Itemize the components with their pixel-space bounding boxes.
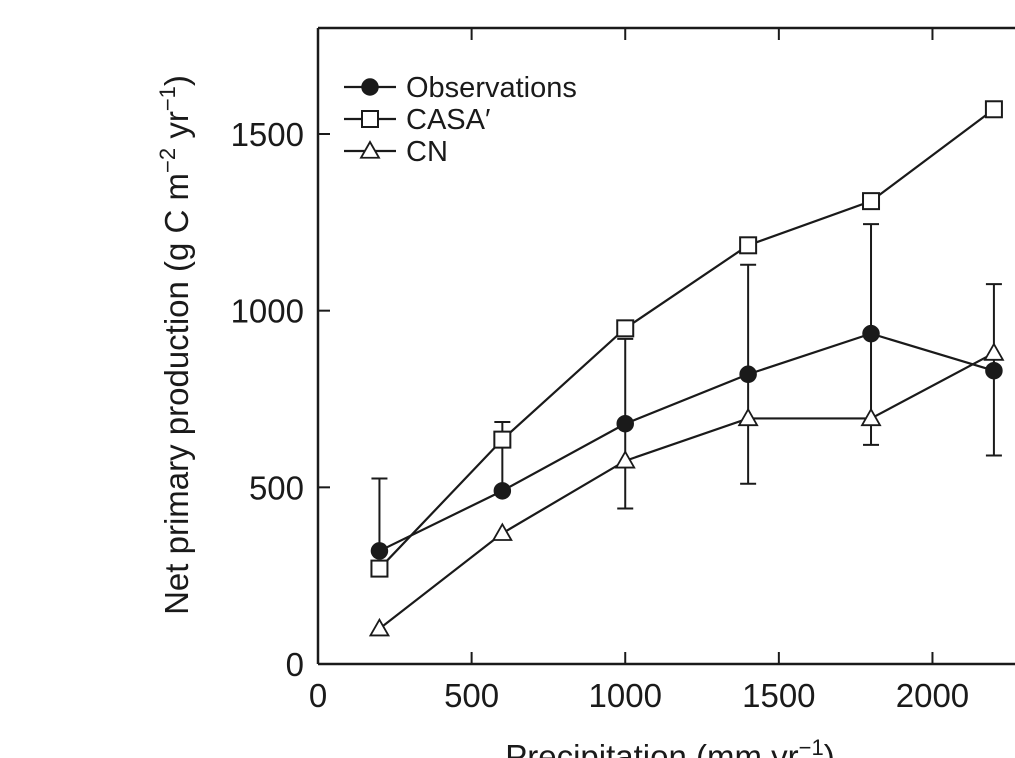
point-casa: [616, 319, 635, 338]
y-axis-label: Net primary production (g C m−2 yr−1): [155, 75, 195, 615]
point-cn: [983, 342, 1005, 361]
x-axis-label-end: ): [824, 738, 835, 758]
series-lines: [378, 108, 995, 630]
point-casa: [862, 192, 881, 211]
y-axis-label-end: ): [158, 75, 195, 86]
error-bars: [371, 223, 1002, 552]
point-cn: [614, 450, 636, 469]
point-cn: [860, 407, 882, 427]
point-observations: [985, 361, 1003, 380]
x-axis-label: Precipitation (mm yr−1): [505, 735, 834, 758]
y-tick-label: 0: [286, 646, 304, 683]
point-observations: [370, 542, 389, 560]
y-tick-label: 500: [249, 469, 304, 506]
series-line-casa: [378, 108, 995, 570]
y-axis-label-sup2: −1: [155, 86, 180, 111]
grid-ticks: [317, 28, 934, 665]
x-tick-label: 500: [444, 677, 499, 714]
x-tick-label: 1000: [589, 677, 662, 714]
x-tick-label: 0: [309, 677, 327, 714]
x-tick-label: 1500: [742, 677, 815, 714]
point-observations: [616, 414, 634, 433]
legend-label-cn: CN: [406, 136, 448, 168]
point-casa: [370, 559, 389, 578]
series-markers: [368, 100, 1005, 637]
point-cn: [737, 407, 759, 427]
y-axis-label-mid: yr: [158, 111, 195, 148]
series-line-observations: [378, 332, 995, 552]
series-line-cn: [378, 352, 995, 630]
legend-marker-cn: [359, 140, 381, 159]
point-casa: [984, 100, 1003, 119]
legend-label-observations: Observations: [406, 72, 577, 104]
legend-marker-observations: [361, 78, 379, 96]
point-cn: [368, 617, 390, 637]
y-axis-label-sup1: −2: [155, 148, 180, 173]
y-tick-label: 1000: [231, 293, 304, 330]
point-casa: [739, 236, 758, 255]
point-observations: [862, 324, 880, 343]
legend-marker-casa: [361, 110, 379, 128]
y-tick-label: 1500: [231, 116, 304, 153]
tick-labels: 0 500 1000 1500 2000 0 500 1000 1500: [231, 116, 970, 714]
x-axis-label-sup: −1: [799, 735, 824, 758]
y-axis-label-text: Net primary production (g C m: [158, 173, 195, 615]
point-casa: [493, 430, 512, 449]
x-axis-label-text: Precipitation (mm yr: [505, 738, 798, 758]
point-observations: [493, 482, 512, 500]
point-observations: [739, 365, 757, 384]
point-cn: [491, 522, 513, 541]
x-tick-label: 2000: [896, 677, 969, 714]
legend-label-casa: CASA′: [406, 104, 490, 136]
